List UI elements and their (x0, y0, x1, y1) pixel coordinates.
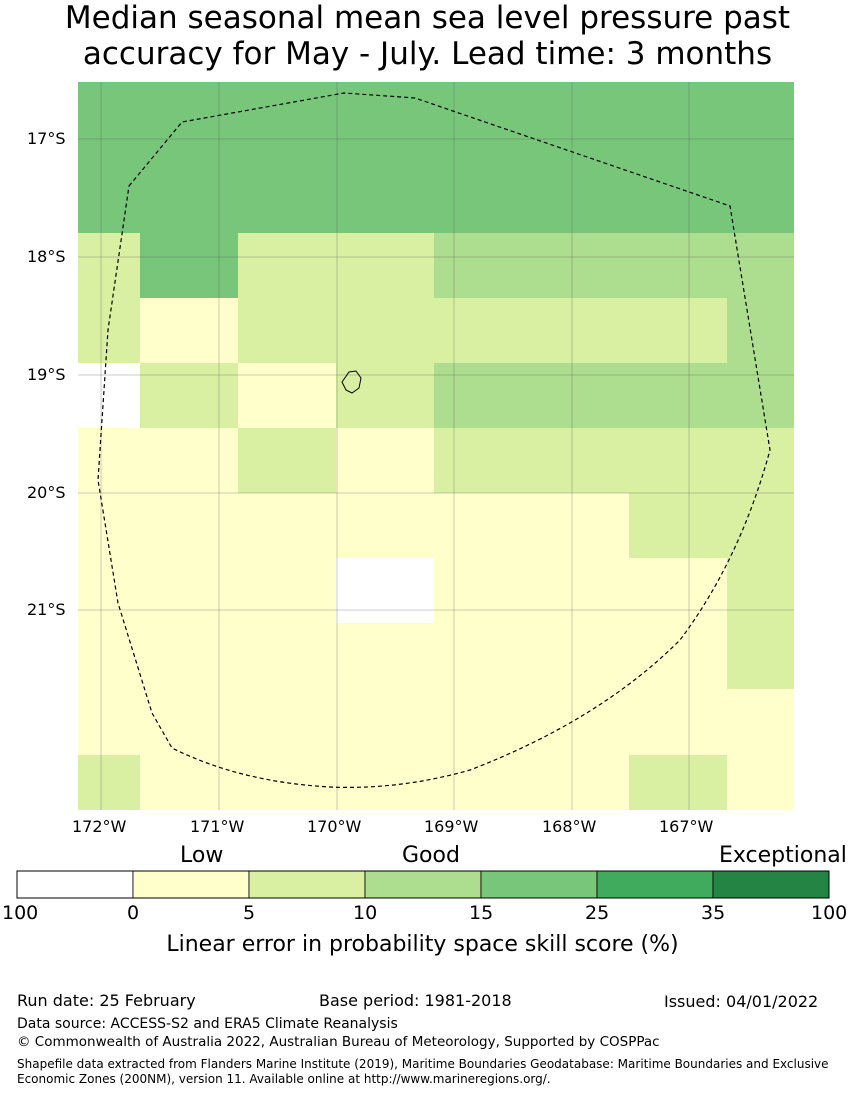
grid-cell (336, 558, 434, 623)
lat-label: 19°S (27, 365, 66, 384)
grid-cell (727, 298, 794, 363)
grid-cell (629, 493, 794, 558)
island-outline (341, 370, 362, 394)
title-line-1: Median seasonal mean sea level pressure … (64, 0, 791, 36)
category-exceptional: Exceptional (719, 843, 847, 868)
copyright: © Commonwealth of Australia 2022, Austra… (17, 1034, 660, 1050)
grid-cell (78, 428, 238, 493)
grid-cell (78, 689, 794, 755)
grid-cell (78, 82, 794, 233)
colorbar-tick: 0 (127, 902, 140, 924)
grid-cell (78, 558, 336, 623)
eez-boundary (97, 92, 771, 788)
grid-cell (78, 363, 140, 428)
graticule (78, 82, 794, 810)
lat-label: 18°S (27, 247, 66, 266)
run-date: Run date: 25 February (17, 991, 196, 1010)
colorbar-swatch (248, 870, 366, 899)
lon-label: 167°W (659, 817, 714, 836)
issued-date: Issued: 04/01/2022 (664, 992, 819, 1011)
colorbar-tick: 5 (243, 902, 256, 924)
colorbar-tick: 25 (585, 902, 610, 924)
grid-cell (238, 233, 434, 298)
grid-cell (238, 363, 336, 428)
grid-cell (78, 233, 140, 298)
skill-map (78, 82, 794, 810)
colorbar-label: Linear error in probability space skill … (166, 932, 679, 957)
grid-cell (238, 298, 727, 363)
shapefile-credit: Shapefile data extracted from Flanders M… (17, 1057, 829, 1086)
grid-cell (78, 298, 140, 363)
colorbar-swatch (596, 870, 714, 899)
colorbar-swatch (712, 870, 830, 899)
colorbar-swatch (132, 870, 250, 899)
lat-label: 21°S (27, 600, 66, 619)
grid-cell (140, 233, 238, 298)
grid-cell (434, 233, 794, 298)
colorbar-tick: 100 (811, 902, 848, 924)
colorbar-tick: 10 (353, 902, 378, 924)
category-good: Good (402, 843, 460, 868)
grid-cell (140, 298, 238, 363)
colorbar-swatch (364, 870, 482, 899)
grid-cell (727, 623, 794, 689)
colorbar-tick: 100 (2, 902, 39, 924)
grid-cell (336, 428, 434, 493)
grid-cell (78, 493, 629, 558)
colorbar (16, 870, 830, 899)
lon-label: 168°W (542, 817, 597, 836)
colorbar-swatch (480, 870, 598, 899)
grid-cell (434, 558, 727, 623)
grid-cell (629, 755, 727, 810)
lon-label: 169°W (424, 817, 479, 836)
grid-cell (727, 558, 794, 623)
lat-label: 20°S (27, 483, 66, 502)
grid-cell (78, 623, 727, 689)
lon-label: 171°W (190, 817, 245, 836)
colorbar-swatch (16, 870, 134, 899)
grid-cell (140, 363, 238, 428)
grid-cell (434, 428, 794, 493)
grid-cell (434, 363, 794, 428)
title-line-2: accuracy for May - July. Lead time: 3 mo… (82, 36, 773, 72)
grid-cell (78, 755, 140, 810)
grid-cell (238, 428, 336, 493)
lon-label: 170°W (307, 817, 362, 836)
grid-cell (336, 363, 434, 428)
grid-cell (727, 755, 794, 810)
colorbar-tick: 35 (701, 902, 726, 924)
lon-label: 172°W (72, 817, 127, 836)
category-low: Low (180, 843, 224, 868)
data-source: Data source: ACCESS-S2 and ERA5 Climate … (17, 1016, 398, 1032)
lat-label: 17°S (27, 129, 66, 148)
grid-cell (140, 755, 629, 810)
colorbar-tick: 15 (469, 902, 494, 924)
base-period: Base period: 1981-2018 (319, 991, 512, 1010)
